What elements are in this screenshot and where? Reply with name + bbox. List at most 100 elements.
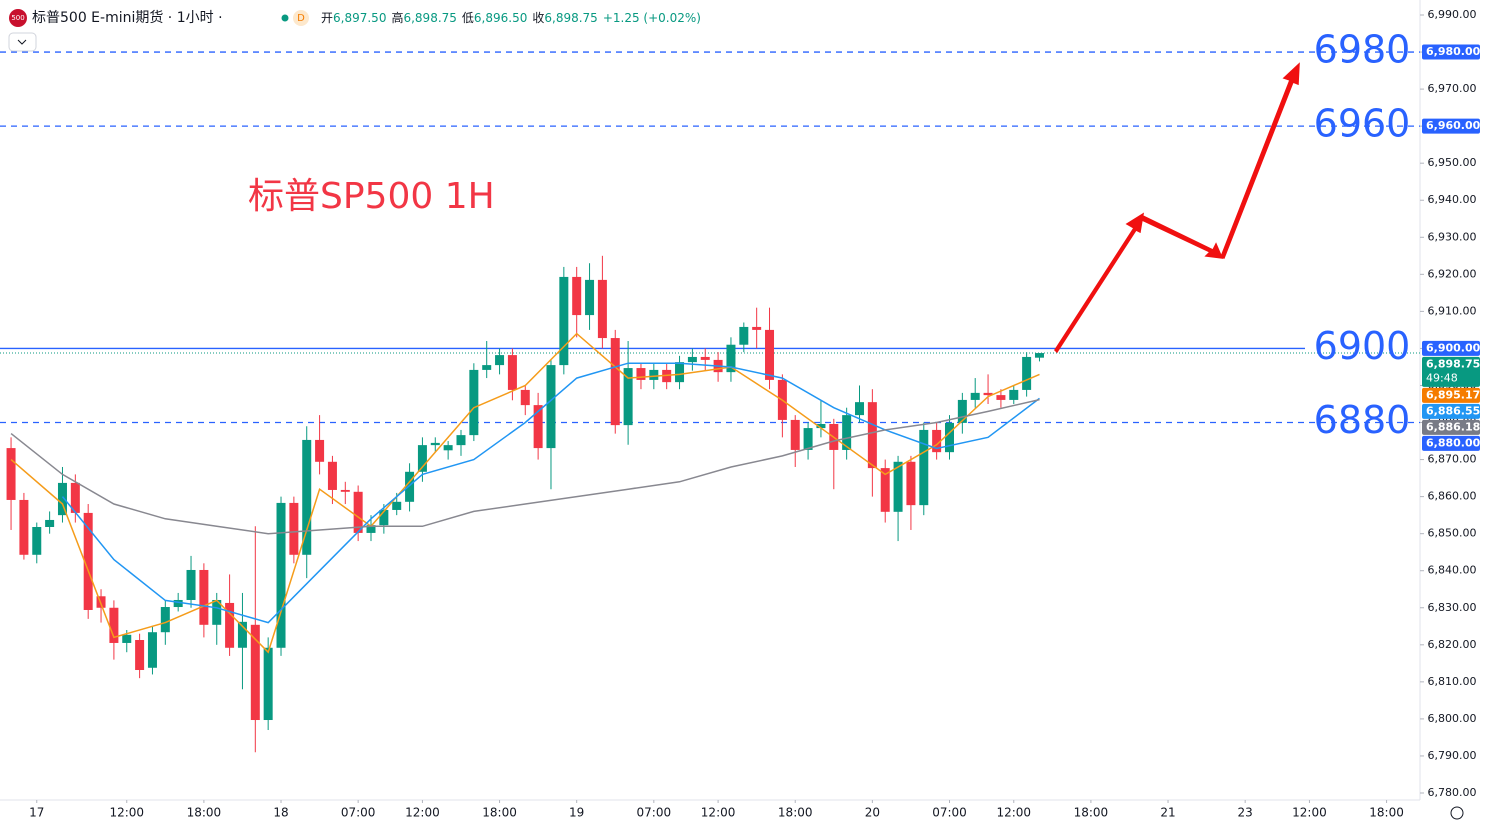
x-tick-label: 12:00 bbox=[405, 806, 440, 820]
candle-body bbox=[469, 369, 479, 436]
candle-body bbox=[495, 355, 505, 366]
candle-body bbox=[430, 442, 440, 446]
ohlc-value: 6,896.50 bbox=[474, 11, 527, 25]
candle-body bbox=[996, 395, 1006, 400]
settings-icon[interactable] bbox=[1450, 806, 1464, 820]
candle-body bbox=[417, 445, 427, 472]
ohlc-value: 6,897.50 bbox=[333, 11, 386, 25]
candle-body bbox=[276, 502, 286, 648]
candle-body bbox=[263, 647, 273, 721]
candle-body bbox=[315, 439, 325, 462]
candle-body bbox=[302, 439, 312, 555]
candle-body bbox=[957, 399, 967, 423]
candle-body bbox=[70, 482, 80, 513]
candle-body bbox=[212, 599, 222, 625]
x-tick-label: 07:00 bbox=[341, 806, 376, 820]
candle-body bbox=[944, 422, 954, 453]
y-tick-label: 6,810.00 bbox=[1428, 675, 1477, 688]
candle-body bbox=[32, 526, 42, 555]
candle-body bbox=[636, 368, 646, 380]
ma-line bbox=[61, 362, 1040, 624]
x-tick-label: 18:00 bbox=[1369, 806, 1404, 820]
candle-body bbox=[1034, 353, 1044, 358]
ohlc-label: 开 bbox=[321, 11, 333, 25]
price-tag-countdown: 49:48 bbox=[1426, 371, 1458, 384]
candle-body bbox=[109, 607, 119, 643]
x-tick-label: 18 bbox=[273, 806, 288, 820]
candle-body bbox=[289, 502, 299, 555]
candle-body bbox=[867, 402, 877, 469]
x-tick-label: 17 bbox=[29, 806, 44, 820]
y-tick-label: 6,910.00 bbox=[1428, 304, 1477, 317]
candle-body bbox=[649, 369, 659, 380]
candle-body bbox=[893, 461, 903, 512]
candle-body bbox=[45, 519, 55, 527]
x-tick-label: 23 bbox=[1238, 806, 1253, 820]
ohlc-label: 收 bbox=[532, 11, 544, 25]
collapse-button[interactable] bbox=[8, 32, 37, 52]
candle-body bbox=[533, 405, 543, 449]
candle-body bbox=[160, 607, 170, 633]
candle-body bbox=[186, 569, 196, 600]
plot bbox=[0, 51, 1420, 753]
y-tick-label: 6,990.00 bbox=[1428, 8, 1477, 21]
price-tag-label: 6,960.00 bbox=[1426, 119, 1481, 132]
candle-body bbox=[443, 445, 453, 451]
price-tag-label: 6,880.00 bbox=[1426, 436, 1481, 449]
candle-body bbox=[19, 499, 29, 555]
price-tag bbox=[1422, 44, 1480, 60]
y-tick-label: 6,870.00 bbox=[1428, 453, 1477, 466]
candle-body bbox=[482, 365, 492, 370]
x-tick-label: 21 bbox=[1160, 806, 1175, 820]
badge-bg bbox=[293, 10, 309, 26]
candle-body bbox=[610, 338, 620, 426]
price-tag bbox=[1422, 356, 1480, 387]
price-tag-label: 6,980.00 bbox=[1426, 45, 1481, 58]
x-tick-label: 12:00 bbox=[701, 806, 736, 820]
candle-body bbox=[700, 356, 710, 360]
y-tick-label: 6,800.00 bbox=[1428, 712, 1477, 725]
candle-body bbox=[675, 362, 685, 383]
candle-body bbox=[623, 368, 633, 426]
status-dot bbox=[281, 14, 289, 22]
level-label: 6880 bbox=[1314, 398, 1411, 442]
candle-body bbox=[135, 639, 145, 671]
candle-body bbox=[379, 509, 389, 526]
ohlc: 开6,897.50 高6,898.75 低6,896.50 收6,898.75 +1.2… bbox=[321, 10, 701, 25]
badge: D bbox=[297, 13, 305, 24]
y-tick-label: 6,860.00 bbox=[1428, 490, 1477, 503]
chevron bbox=[17, 39, 27, 45]
candle-body bbox=[880, 468, 890, 512]
price-tag bbox=[1422, 118, 1480, 134]
y-tick-label: 6,820.00 bbox=[1428, 638, 1477, 651]
candle-body bbox=[585, 279, 595, 316]
candle-body bbox=[932, 429, 942, 453]
change: +1.25 (+0.02%) bbox=[603, 11, 701, 25]
x-tick-label: 20 bbox=[865, 806, 880, 820]
candle-body bbox=[906, 461, 916, 506]
candle-body bbox=[816, 424, 826, 429]
candle-body bbox=[803, 428, 813, 450]
ma-line bbox=[10, 332, 1040, 654]
candle-body bbox=[507, 355, 517, 390]
y-tick-label: 6,830.00 bbox=[1428, 601, 1477, 614]
price-tag bbox=[1422, 403, 1480, 419]
y-tick-label: 6,840.00 bbox=[1428, 564, 1477, 577]
candle-body bbox=[790, 419, 800, 450]
candle-body bbox=[983, 392, 993, 396]
x-tick-label: 18:00 bbox=[482, 806, 517, 820]
candle-body bbox=[970, 392, 980, 400]
ohlc-value: 6,898.75 bbox=[403, 11, 456, 25]
price-tag bbox=[1422, 340, 1480, 356]
level-label: 6960 bbox=[1314, 102, 1411, 146]
x-tick-label: 12:00 bbox=[1292, 806, 1327, 820]
candle-body bbox=[1022, 356, 1032, 390]
price-tag bbox=[1422, 419, 1480, 435]
candle-body bbox=[765, 329, 775, 380]
ma-line bbox=[10, 398, 1040, 535]
candle-body bbox=[572, 276, 582, 316]
ohlc-label: 高 bbox=[391, 10, 403, 25]
x-tick-label: 18:00 bbox=[778, 806, 813, 820]
candle-body bbox=[726, 344, 736, 373]
